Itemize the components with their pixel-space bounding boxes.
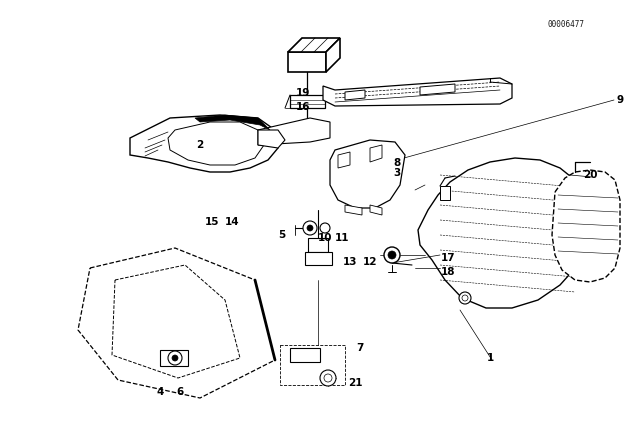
- Text: 18: 18: [441, 267, 455, 277]
- Polygon shape: [338, 152, 350, 168]
- Text: 2: 2: [196, 140, 204, 150]
- Text: 15: 15: [205, 217, 220, 227]
- Text: 9: 9: [616, 95, 623, 105]
- Polygon shape: [78, 248, 275, 398]
- Polygon shape: [345, 90, 365, 100]
- Circle shape: [307, 225, 313, 231]
- Polygon shape: [258, 130, 285, 148]
- Circle shape: [384, 247, 400, 263]
- Text: 14: 14: [225, 217, 239, 227]
- Text: 19: 19: [296, 88, 310, 98]
- Polygon shape: [195, 115, 270, 130]
- Polygon shape: [308, 238, 328, 252]
- Text: 8: 8: [394, 158, 401, 168]
- Circle shape: [459, 292, 471, 304]
- Polygon shape: [552, 170, 620, 282]
- Text: 5: 5: [278, 230, 285, 240]
- Polygon shape: [326, 38, 340, 72]
- Polygon shape: [130, 115, 278, 172]
- Text: 7: 7: [356, 343, 364, 353]
- Polygon shape: [258, 118, 330, 145]
- Polygon shape: [418, 158, 590, 308]
- Text: 1: 1: [486, 353, 493, 363]
- Text: 11: 11: [335, 233, 349, 243]
- Polygon shape: [160, 350, 188, 366]
- Circle shape: [168, 351, 182, 365]
- Polygon shape: [330, 140, 405, 208]
- Polygon shape: [288, 38, 340, 52]
- Text: 4: 4: [156, 387, 164, 397]
- Polygon shape: [420, 84, 455, 95]
- Polygon shape: [370, 145, 382, 162]
- Text: 12: 12: [363, 257, 377, 267]
- Polygon shape: [168, 122, 264, 165]
- Circle shape: [462, 295, 468, 301]
- Text: 13: 13: [343, 257, 357, 267]
- Polygon shape: [290, 348, 320, 362]
- Polygon shape: [305, 252, 332, 265]
- Polygon shape: [440, 186, 450, 200]
- Polygon shape: [112, 265, 240, 378]
- Polygon shape: [288, 52, 326, 72]
- Circle shape: [172, 355, 178, 361]
- Text: 3: 3: [394, 168, 401, 178]
- Text: 17: 17: [441, 253, 455, 263]
- Polygon shape: [345, 205, 362, 215]
- Text: 00006477: 00006477: [548, 20, 585, 29]
- Circle shape: [388, 251, 396, 259]
- Text: 16: 16: [296, 102, 310, 112]
- Text: 20: 20: [583, 170, 597, 180]
- Circle shape: [324, 374, 332, 382]
- Text: 10: 10: [317, 233, 332, 243]
- Circle shape: [320, 223, 330, 233]
- Polygon shape: [290, 95, 325, 108]
- Circle shape: [320, 370, 336, 386]
- Circle shape: [303, 221, 317, 235]
- Text: 6: 6: [177, 387, 184, 397]
- Polygon shape: [370, 205, 382, 215]
- Text: 21: 21: [348, 378, 362, 388]
- Polygon shape: [323, 78, 512, 106]
